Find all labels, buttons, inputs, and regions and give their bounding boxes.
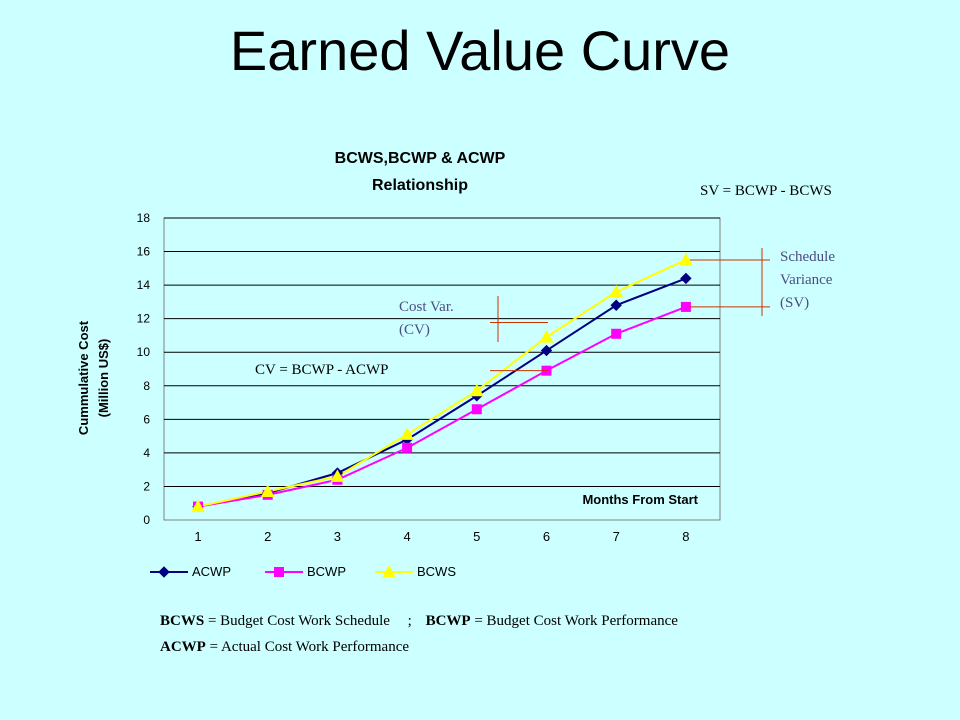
y-axis-label-line1: Cummulative Cost	[76, 320, 91, 435]
y-tick-label: 12	[137, 312, 151, 326]
data-point-bcws-1	[191, 499, 205, 513]
data-point-bcws-5	[469, 383, 484, 397]
acwp-term: ACWP	[160, 639, 206, 655]
data-point-acwp-7	[610, 299, 622, 311]
legend: ACWP BCWP BCWS	[150, 564, 456, 579]
x-tick-label: 8	[682, 529, 689, 544]
legend-label-acwp: ACWP	[192, 564, 231, 579]
data-point-acwp-6	[540, 344, 553, 357]
definitions-line2: ACWP = Actual Cost Work Performance	[160, 639, 409, 656]
x-tick-label: 2	[264, 529, 271, 544]
series-line-bcwp	[197, 305, 687, 508]
data-point-bcws-2	[260, 484, 275, 497]
legend-marker-acwp	[158, 566, 170, 578]
y-tick-label: 10	[137, 345, 151, 359]
data-point-bcws-8	[679, 252, 693, 266]
y-axis-label: Cummulative Cost (Million US$)	[76, 320, 111, 435]
plot-background	[163, 217, 721, 521]
definition-separator: ;	[407, 613, 412, 629]
y-tick-label: 14	[137, 278, 151, 292]
cost-var-label-line2: (CV)	[399, 322, 430, 338]
x-tick-labels: 1 2 3 4 5 6 7 8	[194, 529, 689, 544]
data-point-bcws-4	[400, 427, 414, 440]
data-point-bcwp-8	[680, 301, 691, 312]
bcws-definition: = Budget Cost Work Schedule	[207, 613, 390, 629]
y-tick-label: 4	[143, 446, 150, 460]
chart-title-line2: Relationship	[372, 177, 468, 194]
schedule-variance-line2: Variance	[780, 272, 833, 288]
x-tick-label: 5	[473, 529, 480, 544]
x-tick-label: 7	[613, 529, 620, 544]
y-tick-label: 16	[137, 245, 151, 259]
data-point-acwp-8	[680, 272, 692, 285]
data-point-bcwp-5	[471, 404, 482, 415]
y-tick-labels: 0 2 4 6 8 10 12 14 16 18	[137, 211, 151, 527]
cost-var-label-line1: Cost Var.	[399, 299, 454, 315]
series-lines	[197, 259, 687, 508]
y-axis-label-line2: (Million US$)	[96, 339, 111, 418]
y-tick-label: 18	[137, 211, 151, 225]
bcwp-term: BCWP	[425, 613, 471, 629]
x-tick-label: 4	[403, 529, 410, 544]
x-axis-label: Months From Start	[582, 492, 698, 507]
data-point-bcws-6	[539, 330, 554, 343]
gridlines	[164, 217, 720, 487]
y-tick-label: 8	[143, 379, 150, 393]
chart-title-line1: BCWS,BCWP & ACWP	[335, 150, 506, 167]
definitions-line1: BCWS = Budget Cost Work Schedule ; BCWP …	[160, 613, 678, 630]
legend-label-bcws: BCWS	[417, 564, 456, 579]
legend-marker-bcwp	[274, 567, 284, 577]
variance-brackets	[490, 248, 770, 372]
data-point-bcwp-4	[402, 442, 413, 453]
y-tick-label: 0	[143, 513, 150, 527]
data-point-bcwp-7	[611, 328, 622, 339]
cv-formula: CV = BCWP - ACWP	[255, 362, 388, 378]
y-tick-label: 2	[143, 479, 150, 493]
legend-label-bcwp: BCWP	[307, 564, 346, 579]
slide-title: Earned Value Curve	[229, 19, 731, 82]
schedule-variance-line3: (SV)	[780, 295, 809, 311]
acwp-definition: = Actual Cost Work Performance	[209, 639, 410, 655]
data-point-bcws-7	[609, 284, 624, 298]
x-tick-label: 3	[334, 529, 341, 544]
x-tick-label: 6	[543, 529, 550, 544]
data-point-bcws-3	[330, 469, 345, 482]
x-tick-label: 1	[194, 529, 201, 544]
legend-marker-bcws	[382, 564, 396, 578]
y-tick-label: 6	[143, 412, 150, 426]
bcwp-definition: = Budget Cost Work Performance	[474, 613, 678, 629]
schedule-variance-line1: Schedule	[780, 249, 835, 265]
bcws-term: BCWS	[160, 613, 205, 629]
sv-formula: SV = BCWP - BCWS	[700, 183, 832, 199]
series-line-bcws	[197, 259, 687, 508]
